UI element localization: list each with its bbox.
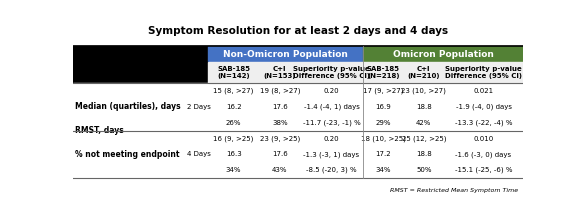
Text: -1.6 (-3, 0) days: -1.6 (-3, 0) days: [456, 151, 511, 158]
Text: 18.8: 18.8: [416, 151, 432, 157]
Text: -11.7 (-23, -1) %: -11.7 (-23, -1) %: [303, 119, 360, 126]
Bar: [73, 46, 363, 62]
Text: 23 (10, >27): 23 (10, >27): [401, 88, 446, 95]
Text: Superiority p-value
Difference (95% CI): Superiority p-value Difference (95% CI): [293, 66, 370, 79]
Text: SAB-185
(N=218): SAB-185 (N=218): [367, 66, 400, 79]
Text: 17.6: 17.6: [272, 104, 288, 110]
Text: 38%: 38%: [272, 120, 288, 126]
Text: RMST, days: RMST, days: [75, 126, 124, 135]
Text: 50%: 50%: [416, 167, 432, 173]
Text: 23 (9, >25): 23 (9, >25): [260, 135, 300, 142]
Text: 19 (8, >27): 19 (8, >27): [260, 88, 300, 95]
Bar: [73, 62, 208, 83]
Text: 0.021: 0.021: [474, 88, 494, 94]
Text: 2 Days: 2 Days: [187, 104, 211, 110]
Text: -1.3 (-3, 1) days: -1.3 (-3, 1) days: [303, 151, 360, 158]
Text: -13.3 (-22, -4) %: -13.3 (-22, -4) %: [455, 119, 512, 126]
Text: Omicron Population: Omicron Population: [393, 50, 493, 59]
Text: Symptom Resolution for at least 2 days and 4 days: Symptom Resolution for at least 2 days a…: [148, 26, 448, 36]
Text: Non-Omicron Population: Non-Omicron Population: [223, 50, 348, 59]
Text: Superiority p-value
Difference (95% CI): Superiority p-value Difference (95% CI): [445, 66, 522, 79]
Text: 34%: 34%: [375, 167, 391, 173]
Text: -1.9 (-4, 0) days: -1.9 (-4, 0) days: [456, 104, 511, 110]
Text: -1.4 (-4, 1) days: -1.4 (-4, 1) days: [304, 104, 360, 110]
Text: 16.3: 16.3: [226, 151, 242, 157]
Text: 16 (9, >25): 16 (9, >25): [213, 135, 254, 142]
Text: Median (quartiles), days: Median (quartiles), days: [75, 103, 181, 111]
Text: -8.5 (-20, 3) %: -8.5 (-20, 3) %: [306, 167, 357, 173]
Text: 15 (8, >27): 15 (8, >27): [213, 88, 254, 95]
Text: 29%: 29%: [375, 120, 391, 126]
Text: 0.20: 0.20: [324, 88, 339, 94]
Text: % not meeting endpoint: % not meeting endpoint: [75, 150, 180, 159]
Text: 17.2: 17.2: [375, 151, 391, 157]
Text: 0.010: 0.010: [474, 135, 494, 141]
Text: 17.6: 17.6: [272, 151, 288, 157]
Text: C+I
(N=153): C+I (N=153): [264, 66, 296, 79]
Bar: [208, 46, 363, 62]
Text: RMST = Restricted Mean Symptom Time: RMST = Restricted Mean Symptom Time: [390, 188, 518, 193]
Text: 18.8: 18.8: [416, 104, 432, 110]
Text: 16.9: 16.9: [375, 104, 391, 110]
Text: 17 (9, >27): 17 (9, >27): [363, 88, 404, 95]
Text: 25 (12, >25): 25 (12, >25): [401, 135, 446, 142]
Text: 4 Days: 4 Days: [187, 151, 211, 157]
Bar: [363, 46, 523, 62]
Text: C+I
(N=210): C+I (N=210): [408, 66, 440, 79]
Text: 42%: 42%: [416, 120, 432, 126]
Text: -15.1 (-25, -6) %: -15.1 (-25, -6) %: [455, 167, 512, 173]
Bar: [208, 62, 523, 83]
Text: SAB-185
(N=142): SAB-185 (N=142): [217, 66, 250, 79]
Text: 43%: 43%: [272, 167, 288, 173]
Text: 16.2: 16.2: [226, 104, 242, 110]
Text: 0.20: 0.20: [324, 135, 339, 141]
Text: 34%: 34%: [226, 167, 241, 173]
Bar: [73, 83, 208, 178]
Text: 18 (10, >25): 18 (10, >25): [361, 135, 406, 142]
Text: 26%: 26%: [226, 120, 241, 126]
